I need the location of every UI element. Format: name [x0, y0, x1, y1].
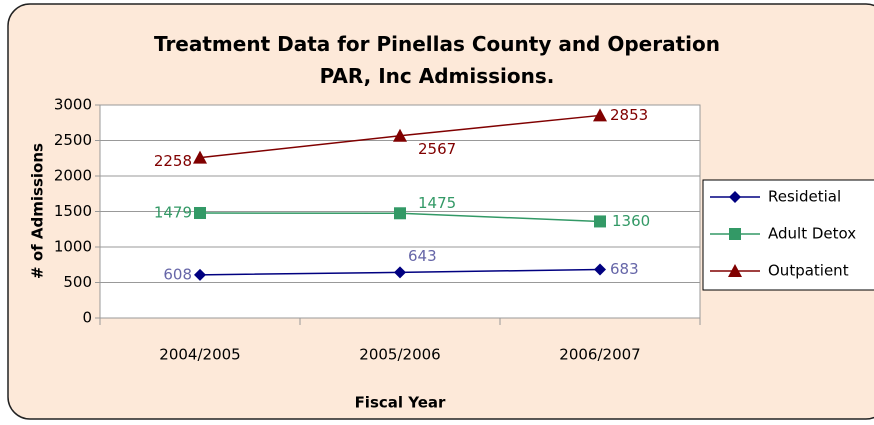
legend-marker [728, 264, 742, 277]
y-tick-label: 2500 [54, 131, 92, 149]
data-point [394, 207, 406, 220]
data-label: 1360 [612, 212, 650, 230]
data-point [594, 263, 606, 276]
chart-title: Treatment Data for Pinellas County and O… [154, 32, 720, 88]
data-label: 1475 [418, 194, 456, 212]
data-label: 2567 [418, 140, 456, 158]
data-point [194, 268, 206, 281]
data-label: 683 [610, 260, 639, 278]
data-point [594, 215, 606, 228]
data-point [193, 150, 207, 164]
y-axis-label: # of Admissions [29, 143, 47, 279]
data-label: 608 [163, 265, 192, 283]
y-tick-label: 1500 [54, 202, 92, 220]
x-axis-label: Fiscal Year [355, 394, 446, 412]
y-tick-label: 0 [82, 309, 92, 327]
legend-marker [729, 228, 741, 240]
data-point [394, 266, 406, 279]
y-tick-label: 2000 [54, 167, 92, 185]
legend-label: Outpatient [768, 262, 849, 280]
legend-label: Residetial [768, 188, 841, 206]
data-point [593, 108, 607, 122]
legend-label: Adult Detox [768, 225, 856, 243]
data-point [194, 206, 206, 219]
data-label: 2258 [154, 152, 192, 170]
legend-marker [729, 191, 741, 203]
data-label: 1479 [154, 203, 192, 221]
x-tick-label: 2004/2005 [159, 346, 240, 364]
y-tick-label: 500 [63, 273, 92, 291]
data-label: 643 [408, 247, 437, 265]
y-tick-label: 3000 [54, 96, 92, 114]
data-label: 2853 [610, 106, 648, 124]
x-tick-label: 2006/2007 [559, 346, 640, 364]
y-tick-label: 1000 [54, 238, 92, 256]
x-tick-label: 2005/2006 [359, 346, 440, 364]
data-point [393, 128, 407, 142]
